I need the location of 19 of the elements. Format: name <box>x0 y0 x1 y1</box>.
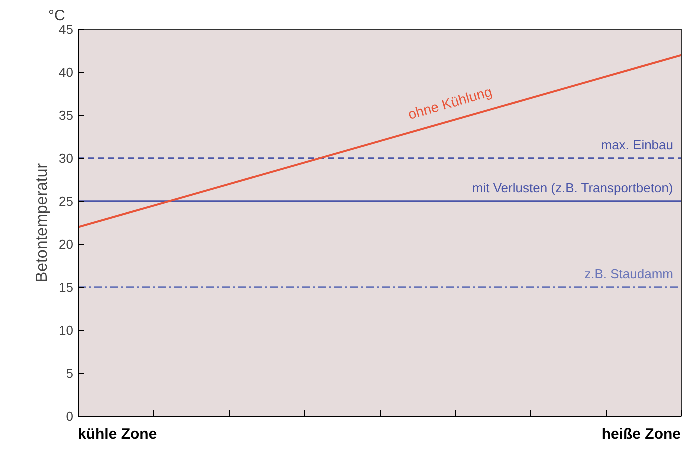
y-tick-label: 45 <box>59 22 74 37</box>
line-series <box>78 54 682 228</box>
text: kühle Zone <box>78 425 158 445</box>
y-tick-label: 10 <box>59 323 74 338</box>
text: heiße Zone <box>602 425 681 445</box>
y-tick-label: 35 <box>59 108 74 123</box>
ref-line-label: mit Verlusten (z.B. Transportbeton) <box>472 180 674 196</box>
y-tick-label: 0 <box>66 409 74 424</box>
y-tick-label: 15 <box>59 280 74 295</box>
y-tick-label: 30 <box>59 151 74 166</box>
ref-line-label: max. Einbau <box>601 138 674 152</box>
y-tick-label: 40 <box>59 65 74 80</box>
y-axis-title: Betontemperatur <box>34 162 52 283</box>
text: °C <box>48 8 66 24</box>
text: ohne Kühlung <box>406 83 494 123</box>
y-tick-label: 5 <box>66 366 74 381</box>
y-tick-label: 25 <box>59 194 74 209</box>
ref-line-label: z.B. Staudamm <box>584 266 674 282</box>
y-tick-label: 20 <box>59 237 74 252</box>
